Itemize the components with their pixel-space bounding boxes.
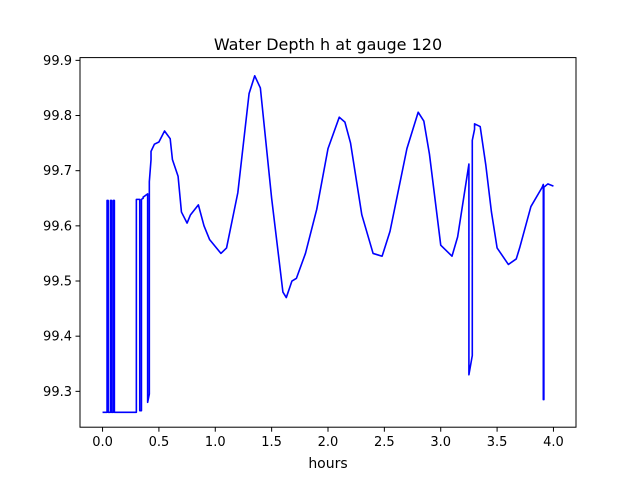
x-tick-label: 1.0 [205,435,226,450]
x-axis-label: hours [308,456,347,472]
y-tick-label: 99.5 [43,275,72,290]
x-tick-label: 2.0 [318,435,339,450]
y-tick-label: 99.7 [43,164,72,179]
y-tick-label: 99.4 [43,330,72,345]
x-tick-label: 4.0 [543,435,564,450]
x-tick-label: 3.5 [487,435,508,450]
plot-frame [79,57,577,428]
y-tick-label: 99.9 [43,54,72,69]
plot-area [102,75,554,414]
x-tick-label: 2.5 [374,435,395,450]
chart-title: Water Depth h at gauge 120 [214,35,442,54]
y-tick-label: 99.3 [43,385,72,400]
y-tick-label: 99.6 [43,219,72,234]
y-axis: 99.3 99.4 99.5 99.6 99.7 99.8 99.9 [43,54,80,400]
x-tick-label: 1.5 [261,435,282,450]
x-tick-label: 3.0 [430,435,451,450]
y-tick-label: 99.8 [43,109,72,124]
x-tick-label: 0.0 [92,435,113,450]
x-tick-label: 0.5 [149,435,170,450]
x-axis: 0.0 0.5 1.0 1.5 2.0 2.5 3.0 3.5 4.0 [92,427,564,450]
series-line-0 [102,75,554,414]
